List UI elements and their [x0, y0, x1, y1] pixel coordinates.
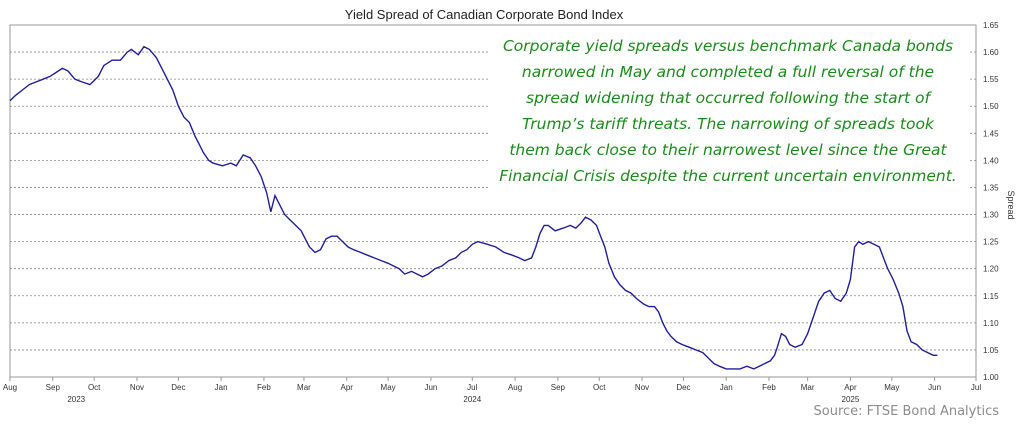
x-tick-label: Nov	[130, 383, 144, 392]
y-axis-label: Spread	[1006, 190, 1016, 219]
y-tick-label: 1.25	[983, 238, 999, 247]
x-tick-label: Dec	[676, 383, 690, 392]
x-tick-label: Nov	[635, 383, 649, 392]
x-tick-label: Dec	[171, 383, 185, 392]
year-labels: 2023 2024 2025	[67, 395, 860, 404]
chart-title: Yield Spread of Canadian Corporate Bond …	[345, 7, 624, 22]
x-tick-label: Jan	[215, 383, 228, 392]
x-tick-label: Jul	[467, 383, 477, 392]
annotation-line: spread widening that occurred following …	[526, 89, 930, 107]
x-tick-label: Jun	[424, 383, 437, 392]
spread-series-line	[9, 45, 938, 370]
y-tick-label: 1.05	[983, 346, 999, 355]
x-tick-label: Oct	[88, 383, 101, 392]
annotation-line: narrowed in May and completed a full rev…	[521, 63, 935, 81]
x-tick-label: Mar	[801, 383, 815, 392]
x-tick-label: Sep	[46, 383, 61, 392]
plot-area	[9, 24, 977, 378]
annotation-line: them back close to their narrowest level…	[509, 141, 947, 159]
y-tick-label: 1.65	[983, 21, 999, 30]
x-tick-label: Feb	[762, 383, 776, 392]
x-tick-label: Oct	[593, 383, 606, 392]
y-tick-label: 1.35	[983, 183, 999, 192]
x-tick-label: Apr	[340, 383, 353, 392]
year-label: 2024	[463, 395, 481, 404]
x-tick-label: Feb	[257, 383, 271, 392]
y-tick-label: 1.45	[983, 129, 999, 138]
x-tick-label: Aug	[3, 383, 17, 392]
x-tick-label: Sep	[551, 383, 566, 392]
y-tick-label: 1.15	[983, 292, 999, 301]
y-tick-label: 1.00	[983, 373, 999, 382]
x-tick-label: Jul	[971, 383, 981, 392]
y-tick-label: 1.40	[983, 156, 999, 165]
source-note: Source: FTSE Bond Analytics	[813, 404, 999, 419]
y-tick-label: 1.50	[983, 102, 999, 111]
year-label: 2025	[842, 395, 860, 404]
x-tick-label: Aug	[508, 383, 522, 392]
y-tick-label: 1.20	[983, 265, 999, 274]
annotation-line: Corporate yield spreads versus benchmark…	[502, 37, 954, 55]
y-tick-label: 1.60	[983, 48, 999, 57]
x-tick-label: May	[381, 383, 396, 392]
y-tick-label: 1.10	[983, 319, 999, 328]
y-tick-label: 1.55	[983, 75, 999, 84]
x-tick-label: Jan	[720, 383, 733, 392]
x-tick-label: Mar	[297, 383, 311, 392]
x-tick-label: Jun	[928, 383, 941, 392]
year-label: 2023	[67, 395, 85, 404]
x-tick-label: Apr	[844, 383, 857, 392]
annotation-line: Financial Crisis despite the current unc…	[499, 167, 957, 185]
y-tick-labels: 1.00 1.05 1.10 1.15 1.20 1.25 1.30 1.35 1.40 1.45…	[983, 21, 999, 382]
y-tick-label: 1.30	[983, 211, 999, 220]
x-tick-labels: Aug Sep Oct Nov Dec Jan Feb Mar Apr May Jun Jul Aug S…	[3, 377, 981, 392]
annotation-line: Trump’s tariff threats. The narrowing of…	[522, 115, 934, 133]
x-tick-label: May	[884, 383, 899, 392]
annotation-text: Corporate yield spreads versus benchmark…	[488, 33, 968, 189]
